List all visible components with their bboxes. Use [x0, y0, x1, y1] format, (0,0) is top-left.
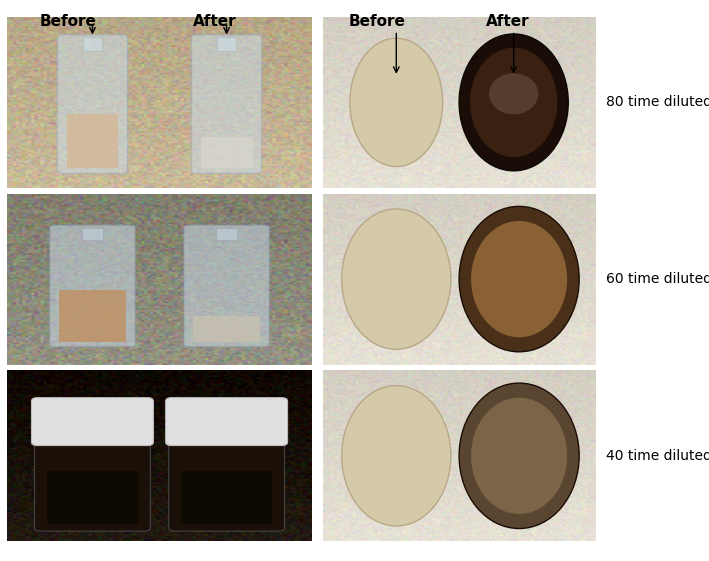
Ellipse shape [459, 34, 569, 171]
FancyBboxPatch shape [166, 398, 288, 445]
Ellipse shape [471, 221, 567, 337]
Ellipse shape [459, 383, 579, 528]
Text: Before: Before [349, 14, 406, 29]
Ellipse shape [471, 398, 567, 514]
FancyBboxPatch shape [31, 398, 153, 445]
Bar [181, 471, 272, 524]
Bar [201, 137, 252, 168]
Bar [193, 316, 260, 342]
Ellipse shape [350, 38, 442, 167]
Text: 60 time diluted: 60 time diluted [606, 272, 709, 286]
Text: Before: Before [40, 14, 96, 29]
FancyBboxPatch shape [35, 435, 150, 531]
FancyBboxPatch shape [184, 225, 269, 347]
Bar [47, 471, 138, 524]
Ellipse shape [342, 385, 451, 526]
Bar [67, 113, 118, 168]
Bar [59, 290, 126, 342]
Bar [216, 228, 238, 240]
Text: After: After [486, 14, 530, 29]
FancyBboxPatch shape [191, 35, 262, 173]
Text: 80 time diluted: 80 time diluted [606, 95, 709, 109]
Bar [84, 38, 101, 51]
FancyBboxPatch shape [50, 225, 135, 347]
FancyBboxPatch shape [57, 35, 128, 173]
Bar [82, 228, 103, 240]
Text: 40 time diluted: 40 time diluted [606, 449, 709, 463]
Bar [218, 38, 235, 51]
Ellipse shape [489, 73, 538, 114]
Ellipse shape [342, 209, 451, 350]
Ellipse shape [459, 206, 579, 352]
Text: After: After [193, 14, 236, 29]
Ellipse shape [470, 48, 557, 157]
FancyBboxPatch shape [169, 435, 284, 531]
